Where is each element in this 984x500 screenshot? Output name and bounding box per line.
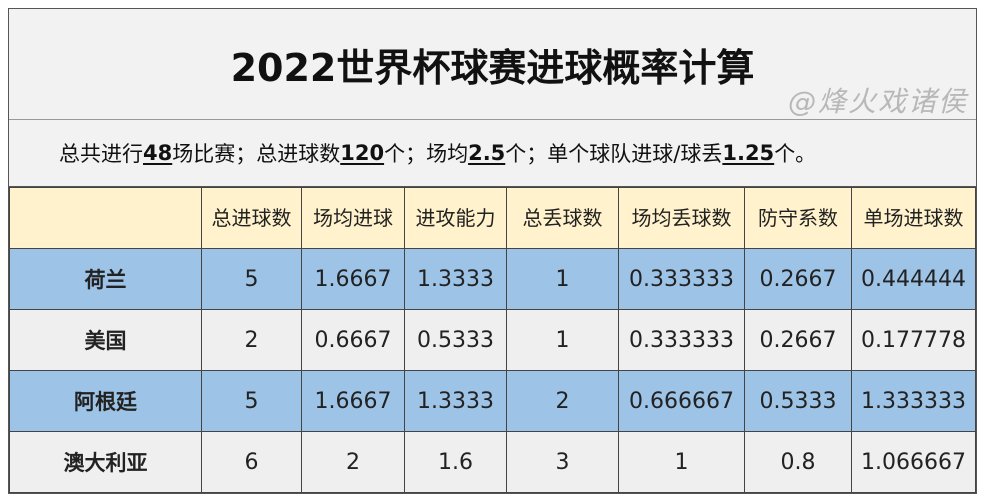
- table-cell[interactable]: 0.666667: [618, 370, 745, 432]
- column-header: 场均丢球数: [618, 187, 745, 249]
- table-cell[interactable]: 0.5333: [404, 309, 507, 371]
- avg-goals: 2.5: [468, 141, 506, 165]
- team-avg-goals: 1.25: [722, 141, 775, 165]
- table-cell[interactable]: 5: [201, 370, 302, 432]
- team-name[interactable]: 荷兰: [9, 248, 202, 310]
- table-cell[interactable]: 0.2667: [744, 248, 852, 310]
- column-header: 单场进球数: [851, 187, 976, 249]
- total-goals: 120: [340, 141, 385, 165]
- column-header: 总进球数: [201, 187, 302, 249]
- table-cell[interactable]: 1.6667: [301, 370, 405, 432]
- table-cell[interactable]: 0.177778: [851, 309, 976, 371]
- table-cell[interactable]: 1.6: [404, 431, 507, 493]
- column-header: [9, 187, 202, 249]
- watermark: @烽火戏诸侯: [787, 85, 968, 118]
- summary-text: 场比赛；总进球数: [172, 142, 341, 166]
- summary-line: 总共进行 48 场比赛；总进球数 120 个；场均 2.5 个；单个球队进球/球丢 1.25 个…: [9, 120, 976, 187]
- page-title: 2022世界杯球赛进球概率计算: [9, 9, 976, 120]
- table-cell[interactable]: 1.6667: [301, 248, 405, 310]
- table-cell[interactable]: 3: [506, 431, 619, 493]
- table-cell[interactable]: 0.8: [744, 431, 852, 493]
- header-row: 总进球数 场均进球 进攻能力 总丢球数 场均丢球数 防守系数 单场进球数: [9, 187, 976, 249]
- summary-text: 个；场均: [384, 142, 469, 166]
- table-cell[interactable]: 1.3333: [404, 248, 507, 310]
- table-cell[interactable]: 1: [506, 248, 619, 310]
- table-row: 荷兰 5 1.6667 1.3333 1 0.333333 0.2667 0.444444: [9, 248, 976, 310]
- column-header: 进攻能力: [404, 187, 507, 249]
- table-cell[interactable]: 1: [618, 431, 745, 493]
- table-cell[interactable]: 0.2667: [744, 309, 852, 371]
- table-cell[interactable]: 0.333333: [618, 309, 745, 371]
- team-name[interactable]: 澳大利亚: [9, 431, 202, 493]
- summary-text: 个；单个球队进球/球丢: [505, 142, 723, 166]
- table-cell[interactable]: 0.333333: [618, 248, 745, 310]
- column-header: 场均进球: [301, 187, 405, 249]
- table-cell[interactable]: 0.444444: [851, 248, 976, 310]
- table-cell[interactable]: 2: [201, 309, 302, 371]
- table-row: 美国 2 0.6667 0.5333 1 0.333333 0.2667 0.177778: [9, 309, 976, 371]
- table-cell[interactable]: 2: [506, 370, 619, 432]
- stats-table: 总进球数 场均进球 进攻能力 总丢球数 场均丢球数 防守系数 单场进球数 荷兰 5 1.6667 1…: [9, 187, 976, 493]
- table-cell[interactable]: 0.6667: [301, 309, 405, 371]
- table-row: 阿根廷 5 1.6667 1.3333 2 0.666667 0.5333 1.333333: [9, 370, 976, 432]
- total-matches: 48: [143, 141, 173, 165]
- table-cell[interactable]: 1.3333: [404, 370, 507, 432]
- summary-text: 个。: [774, 142, 817, 166]
- team-name[interactable]: 美国: [9, 309, 202, 371]
- summary-text: 总共进行: [59, 142, 143, 166]
- column-header: 总丢球数: [506, 187, 619, 249]
- table-cell[interactable]: 2: [301, 431, 405, 493]
- table-cell[interactable]: 0.5333: [744, 370, 852, 432]
- table-cell[interactable]: 1.333333: [851, 370, 976, 432]
- table-cell[interactable]: 5: [201, 248, 302, 310]
- spreadsheet: 2022世界杯球赛进球概率计算 总共进行 48 场比赛；总进球数 120 个；场均 2.5…: [8, 8, 977, 494]
- table-cell[interactable]: 1: [506, 309, 619, 371]
- team-name[interactable]: 阿根廷: [9, 370, 202, 432]
- table-cell[interactable]: 6: [201, 431, 302, 493]
- table-row: 澳大利亚 6 2 1.6 3 1 0.8 1.066667: [9, 431, 976, 493]
- column-header: 防守系数: [744, 187, 852, 249]
- table-cell[interactable]: 1.066667: [851, 431, 976, 493]
